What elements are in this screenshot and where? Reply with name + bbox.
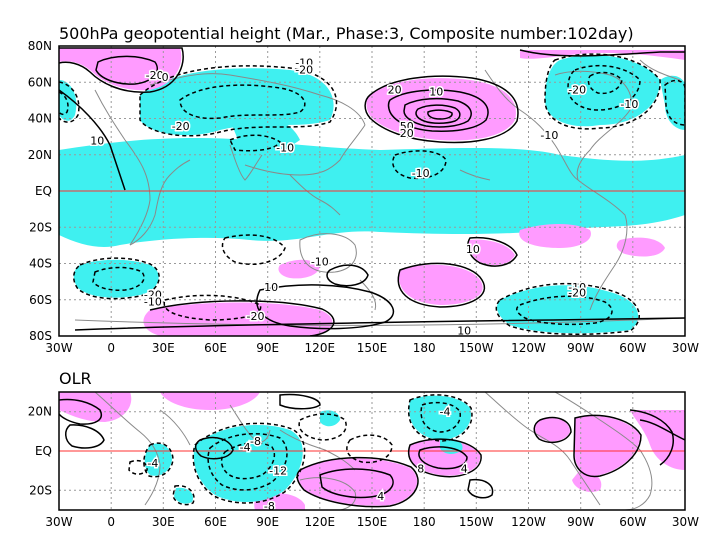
- x-tick-label: 150E: [357, 515, 388, 529]
- top-panel-map: -20 0 10 -10 -20 -20 -10 20 10 50 20 -10…: [59, 46, 685, 338]
- top-contour-label: 50: [400, 120, 414, 133]
- top-contour-label: -20: [568, 287, 586, 300]
- bottom-x-ticks: 30W 0 30E 60E 90E 120E 150E 180 150W 120…: [45, 515, 699, 529]
- x-tick-label: 120E: [305, 515, 336, 529]
- top-contour-label: -20: [146, 69, 164, 82]
- bottom-panel-map: -4 -8 -4 -4 -12 8 4 -8 4: [59, 392, 685, 513]
- x-tick-label: 60E: [204, 341, 227, 355]
- bottom-contour-label: -8: [264, 500, 275, 513]
- top-contour-labels: -20 0 10 -10 -20 -20 -10 20 10 50 20 -10…: [89, 55, 640, 338]
- top-positive-contours: [59, 47, 685, 336]
- y-tick-label: 40S: [29, 257, 52, 271]
- x-tick-label: 30W: [672, 515, 699, 529]
- x-tick-label: 150W: [459, 341, 494, 355]
- y-tick-label: 40N: [28, 112, 52, 126]
- top-x-ticks: 30W 0 30E 60E 90E 120E 150E 180 150W 120…: [45, 341, 699, 355]
- top-contour-label: -20: [247, 310, 265, 323]
- top-panel-title: 500hPa geopotential height (Mar., Phase:…: [59, 24, 634, 43]
- x-tick-label: 180: [413, 341, 436, 355]
- bottom-contour-label: 4: [461, 463, 468, 476]
- bottom-contour-label: -4: [440, 406, 451, 419]
- top-contour-label: 10: [264, 281, 278, 294]
- top-contour-label: -10: [311, 256, 329, 269]
- x-tick-label: 120E: [305, 341, 336, 355]
- y-tick-label: EQ: [35, 444, 52, 458]
- x-tick-label: 30E: [152, 515, 175, 529]
- top-contour-label: -10: [144, 296, 162, 309]
- bottom-grid: [59, 392, 685, 510]
- top-contour-label: 10: [457, 325, 471, 338]
- bottom-contour-label: -4: [240, 441, 251, 454]
- x-tick-label: 120W: [511, 341, 546, 355]
- y-tick-label: 60S: [29, 293, 52, 307]
- y-tick-label: EQ: [35, 184, 52, 198]
- x-tick-label: 60W: [619, 341, 646, 355]
- top-contour-label: 10: [429, 85, 443, 98]
- x-tick-label: 90E: [256, 341, 279, 355]
- top-contour-label: -10: [295, 56, 313, 69]
- x-tick-label: 30W: [45, 515, 72, 529]
- top-contour-label: 10: [90, 134, 104, 147]
- x-tick-label: 90W: [567, 515, 594, 529]
- y-tick-label: 80N: [28, 39, 52, 53]
- x-tick-label: 30E: [152, 341, 175, 355]
- bottom-positive-contours: [59, 393, 685, 508]
- x-tick-label: 120W: [511, 515, 546, 529]
- top-contour-label: -10: [412, 167, 430, 180]
- top-contour-label: 20: [400, 127, 414, 140]
- bottom-y-ticks: 20N EQ 20S: [28, 405, 52, 498]
- y-tick-label: 80S: [29, 329, 52, 343]
- y-tick-label: 20N: [28, 148, 52, 162]
- x-tick-label: 30W: [45, 341, 72, 355]
- top-contour-label: 20: [388, 84, 402, 97]
- x-tick-label: 90W: [567, 341, 594, 355]
- x-tick-label: 150E: [357, 341, 388, 355]
- bottom-positive-shading: [59, 392, 685, 510]
- top-panel-frame: [58, 45, 686, 337]
- x-tick-label: 0: [107, 515, 115, 529]
- bottom-contour-label: -4: [147, 457, 158, 470]
- bottom-contour-label: -8: [250, 435, 261, 448]
- y-tick-label: 60N: [28, 75, 52, 89]
- top-contour-label: -10: [540, 129, 558, 142]
- y-tick-label: 20S: [29, 220, 52, 234]
- top-contour-label: -20: [568, 84, 586, 97]
- x-tick-label: 60W: [619, 515, 646, 529]
- bottom-panel-frame: [58, 391, 686, 511]
- top-contour-label: -20: [295, 64, 313, 77]
- top-contour-label: -10: [568, 281, 586, 294]
- bottom-contour-label: 8: [417, 463, 424, 476]
- y-tick-label: 20N: [28, 405, 52, 419]
- x-tick-label: 60E: [204, 515, 227, 529]
- top-contour-label: -20: [172, 120, 190, 133]
- x-tick-label: 30W: [672, 341, 699, 355]
- x-tick-label: 0: [107, 341, 115, 355]
- bottom-negative-shading: [144, 395, 471, 504]
- top-negative-contours: [59, 53, 685, 336]
- top-contour-label: -10: [276, 142, 294, 155]
- bottom-contour-label: 4: [377, 490, 384, 503]
- top-contour-label: -10: [620, 98, 638, 111]
- x-tick-label: 180: [413, 515, 436, 529]
- x-tick-label: 150W: [459, 515, 494, 529]
- y-tick-label: 20S: [29, 483, 52, 497]
- bottom-contour-label: -12: [269, 465, 287, 478]
- top-contour-label: 10: [466, 243, 480, 256]
- top-y-ticks: 80N 60N 40N 20N EQ 20S 40S 60S 80S: [28, 39, 52, 343]
- top-contour-label: 0: [162, 71, 169, 84]
- bottom-panel-title: OLR: [59, 369, 92, 388]
- top-contour-label: -20: [144, 288, 162, 301]
- x-tick-label: 90E: [256, 515, 279, 529]
- bottom-contour-labels: -4 -8 -4 -4 -12 8 4 -8 4: [146, 404, 469, 513]
